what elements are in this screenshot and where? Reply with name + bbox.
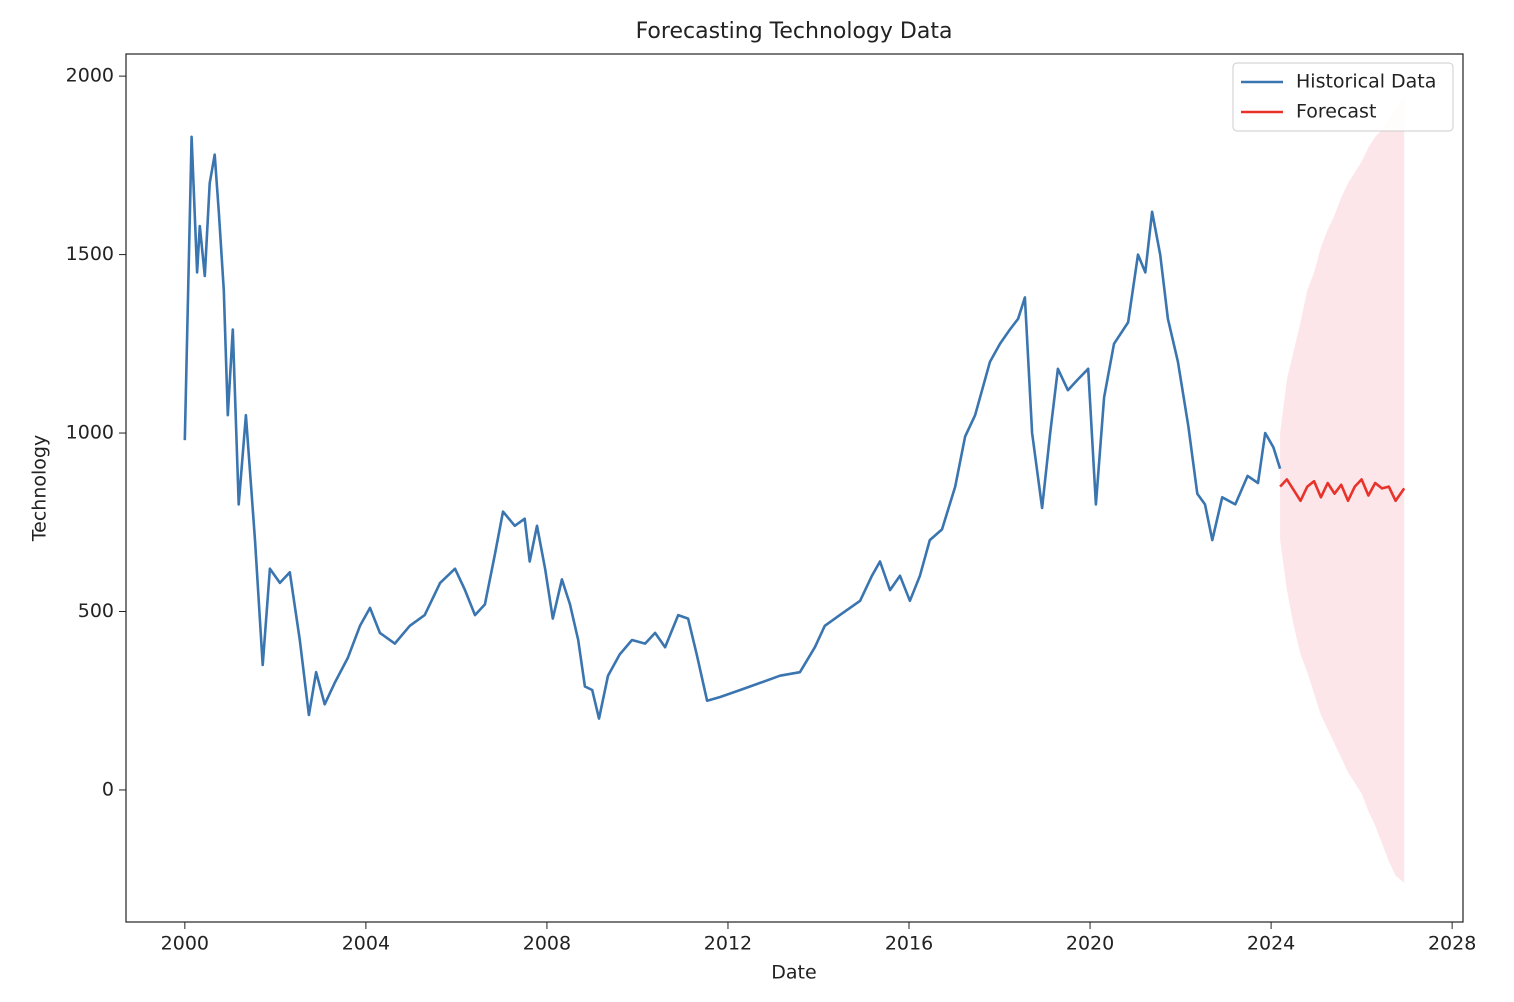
y-tick-label: 0: [102, 778, 114, 800]
series-line: [1279, 478, 1406, 503]
plot-frame: [125, 53, 1464, 923]
series-line: [183, 135, 1282, 720]
y-axis-label: Technology: [29, 435, 51, 542]
legend: Historical Data Forecast: [1232, 62, 1454, 132]
legend-label: Historical Data: [1296, 71, 1436, 93]
chart-title: Forecasting Technology Data: [636, 19, 953, 44]
x-tick-label: 2008: [523, 933, 571, 955]
y-tick-label: 1500: [66, 243, 114, 265]
x-tick-label: 2028: [1428, 933, 1476, 955]
x-tick-label: 2016: [885, 933, 933, 955]
x-tick-label: 2020: [1066, 933, 1114, 955]
x-tick-label: 2024: [1247, 933, 1295, 955]
x-tick-label: 2000: [161, 933, 209, 955]
plot-area: [183, 97, 1406, 883]
y-tick-label: 1000: [66, 422, 114, 444]
legend-box: [1232, 62, 1454, 132]
x-axis-label: Date: [771, 962, 816, 984]
y-tick-label: 500: [78, 600, 114, 622]
x-tick-label: 2012: [704, 933, 752, 955]
x-tick-label: 2004: [342, 933, 390, 955]
legend-label: Forecast: [1296, 101, 1376, 123]
y-tick-label: 2000: [66, 65, 114, 87]
